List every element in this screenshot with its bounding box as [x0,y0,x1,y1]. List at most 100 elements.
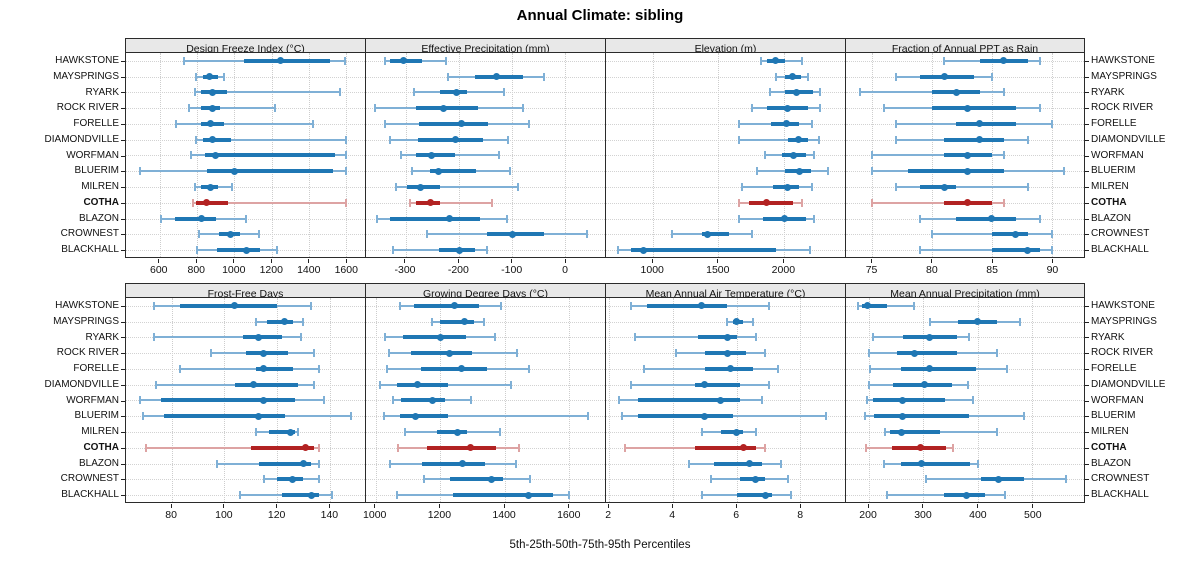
percentile-row [846,361,1084,377]
percentile-row [126,487,365,502]
station-label: BLUERIM [74,165,119,177]
median-dot [454,428,462,436]
median-dot [701,412,709,420]
percentile-row [846,85,1084,101]
row-tick [1085,92,1089,94]
whisker-5-95 [195,91,340,94]
station-label: HAWKSTONE [1091,300,1155,311]
median-dot [198,215,206,223]
percentile-row [846,148,1084,164]
whisker-cap [1002,88,1005,97]
axis-tick-label: 200 [859,509,877,521]
whisker-cap [700,428,703,437]
whisker-cap [299,333,302,342]
row-tick [1085,76,1089,78]
panel-x-axis: 1000 1500 2000 [605,259,845,283]
station-label: HAWKSTONE [1091,55,1155,66]
percentile-row [366,361,605,377]
iqr-bar-25-75 [956,216,1016,221]
percentile-row [846,53,1084,69]
whisker-cap [223,72,226,81]
percentile-row [606,242,845,257]
median-dot [940,183,948,191]
row-tick [121,187,125,189]
whisker-cap [871,167,874,176]
vertical-gridline [565,53,567,257]
whisker-cap [1038,104,1041,113]
whisker-cap [943,56,946,65]
median-dot [988,215,996,223]
percentile-row [366,211,605,227]
percentile-row [606,314,845,330]
panel-plot-area [365,298,605,503]
whisker-cap [824,412,827,421]
median-dot [976,136,984,144]
percentile-row [366,163,605,179]
whisker-5-95 [383,415,589,418]
whisker-cap [139,167,141,176]
whisker-5-95 [625,446,766,449]
station-label: BLAZON [1091,457,1132,469]
median-dot [302,444,310,452]
whisker-cap [389,459,392,468]
station-label: CROWNEST [1091,228,1150,240]
whisker-5-95 [396,186,519,189]
whisker-cap [447,72,450,81]
percentile-row [846,195,1084,211]
median-dot [428,396,436,404]
whisker-cap [883,104,886,113]
vertical-gridline [504,298,506,502]
station-label: MILREN [81,426,119,438]
whisker-cap [398,301,401,310]
axis-tick [223,504,225,508]
percentile-row [846,211,1084,227]
axis-tick [867,504,869,508]
whisker-cap [925,475,928,484]
vertical-gridline [609,298,611,502]
percentile-row [846,100,1084,116]
whisker-cap [968,333,971,342]
whisker-cap [859,88,862,97]
median-dot [796,167,804,175]
horizontal-gridline [606,123,845,125]
whisker-cap [884,428,887,437]
median-dot [206,183,214,191]
median-dot [701,381,709,389]
horizontal-gridline [606,218,845,220]
axis-tick-label: 500 [1024,509,1042,521]
iqr-bar-25-75 [956,121,1016,126]
whisker-cap [738,214,741,223]
vertical-gridline [653,53,655,257]
median-dot [863,302,871,310]
whisker-cap [864,443,867,452]
panel-strip-title: Elevation (m) [694,43,757,53]
axis-caption: 5th-25th-50th-75th-95th Percentiles [509,539,691,551]
percentile-row [606,298,845,314]
median-dot [281,318,289,326]
whisker-cap [1050,246,1053,255]
iqr-bar-25-75 [736,493,772,498]
station-label: MAYSPRINGS [53,70,119,82]
whisker-cap [818,88,821,97]
median-dot [249,381,257,389]
whisker-cap [382,412,385,421]
percentile-row [366,377,605,393]
percentile-row [606,471,845,487]
whisker-cap [586,230,589,239]
median-dot [964,199,972,207]
percentile-row [126,456,365,472]
panel-x-axis: 600 800 1000 1200 1400 1600 [125,259,365,283]
percentile-row [366,314,605,330]
whisker-cap [152,301,155,310]
percentile-row [126,314,365,330]
axis-tick [195,259,197,263]
whisker-cap [1038,56,1041,65]
percentile-row [846,345,1084,361]
whisker-cap [310,301,313,310]
iqr-bar-25-75 [980,477,1025,482]
horizontal-gridline [606,155,845,157]
median-dot [752,475,760,483]
whisker-cap [318,475,321,484]
median-dot [771,57,779,65]
